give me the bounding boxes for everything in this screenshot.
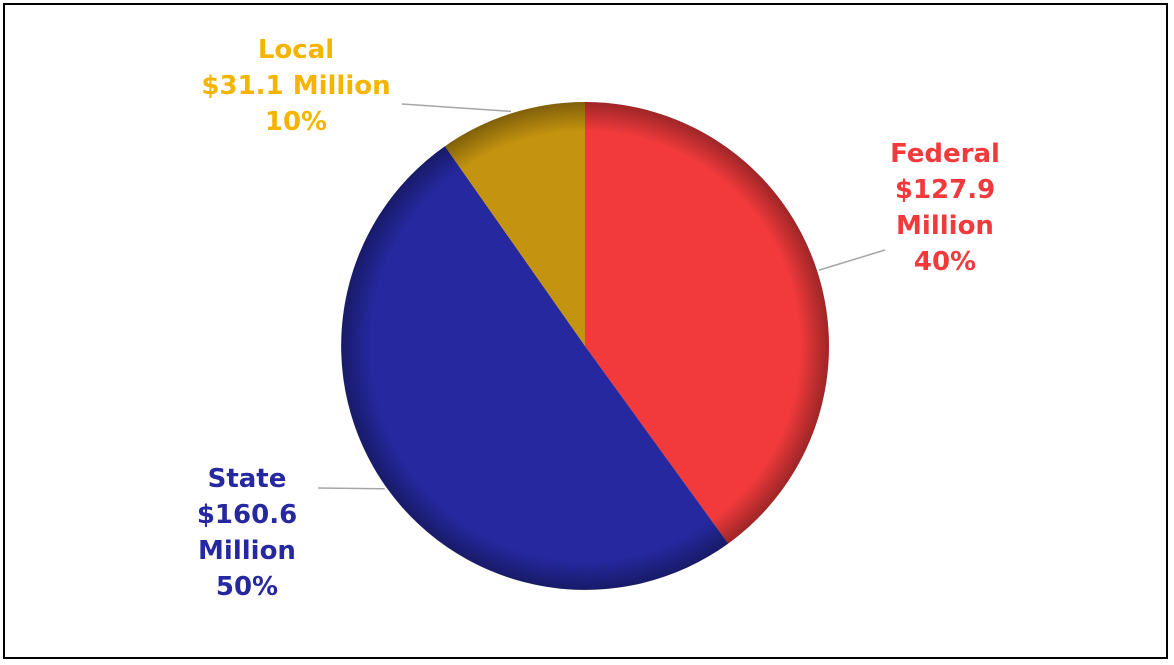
label-federal-unit: Million xyxy=(896,211,994,241)
label-local-unit: Million xyxy=(292,71,391,101)
label-federal-amount: $127.9 xyxy=(894,175,996,205)
label-state-percent: 50% xyxy=(215,572,279,602)
label-state-name: State xyxy=(207,464,287,494)
label-local-name: Local xyxy=(257,35,335,65)
label-state-unit: Million xyxy=(198,536,296,566)
label-state-amount: $160.6 xyxy=(196,500,298,530)
leader-line-federal xyxy=(818,249,886,271)
label-federal-name: Federal xyxy=(890,139,1000,169)
label-local-percent: 10% xyxy=(264,107,328,137)
label-federal-percent: 40% xyxy=(913,247,977,277)
leader-line-state xyxy=(317,487,385,490)
label-local-amount-line: $31.1 Million xyxy=(186,68,406,104)
label-state: State $160.6 Million 50% xyxy=(182,461,312,605)
label-federal: Federal $127.9 Million 40% xyxy=(880,136,1010,280)
label-local: Local $31.1 Million 10% xyxy=(186,32,406,140)
label-local-amount: $31.1 xyxy=(201,71,284,101)
leader-line-local xyxy=(401,103,512,113)
